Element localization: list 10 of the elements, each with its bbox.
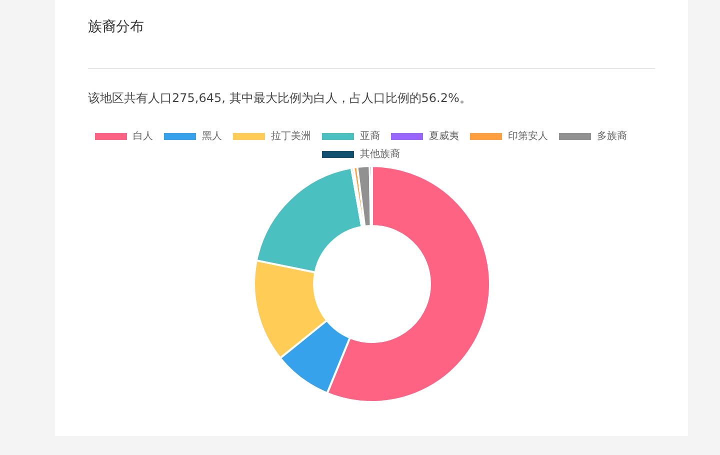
legend-label: 白人	[133, 130, 153, 142]
legend-label: 拉丁美洲	[271, 130, 311, 142]
legend-label: 印第安人	[508, 130, 548, 142]
legend-label: 夏威夷	[429, 130, 459, 142]
chart-subtitle: 该地区共有人口275,645, 其中最大比例为白人，占人口比例的56.2%。	[88, 90, 472, 107]
legend-label: 亚裔	[360, 130, 380, 142]
legend-label: 黑人	[202, 131, 222, 142]
legend-label: 多族裔	[597, 130, 627, 142]
chart-title: 族裔分布	[88, 18, 144, 36]
legend-label: 其他族裔	[360, 148, 400, 160]
